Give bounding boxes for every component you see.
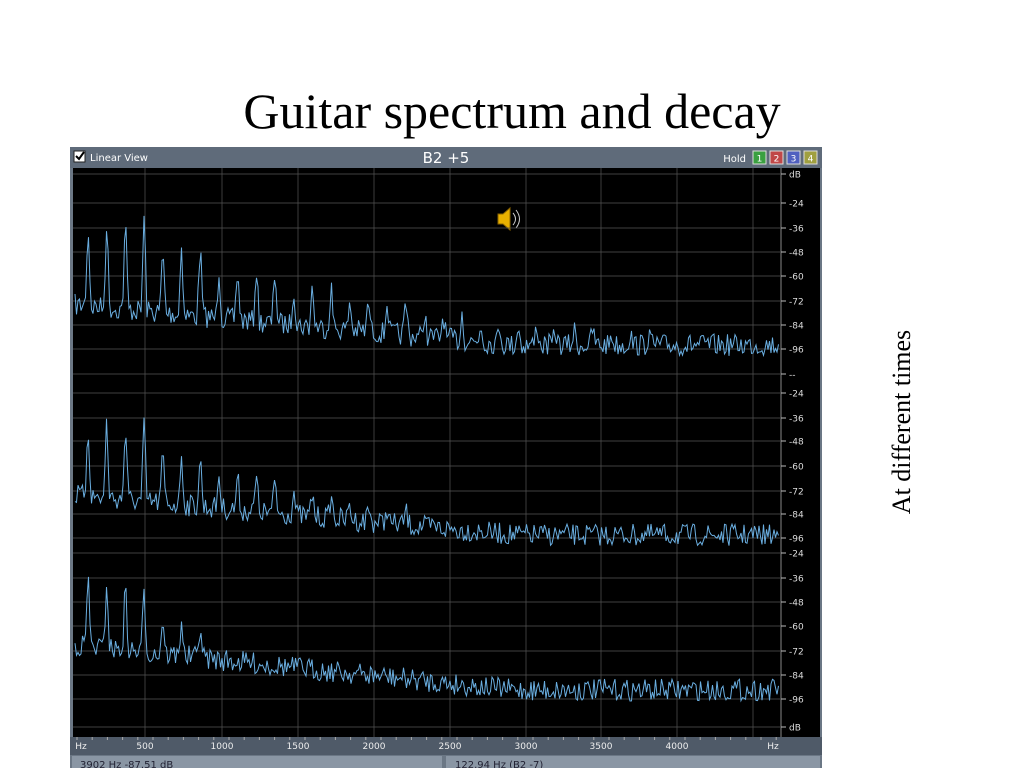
db-label: -84 (789, 511, 804, 521)
freq-label: 4000 (666, 742, 689, 752)
db-label: -36 (789, 225, 804, 235)
hold-button-label: 1 (757, 155, 763, 165)
status-right (446, 756, 820, 768)
db-label: -48 (789, 438, 804, 448)
db-label: -36 (789, 415, 804, 425)
freq-label: 500 (136, 742, 153, 752)
title-bar (70, 147, 822, 168)
freq-label: 3500 (590, 742, 613, 752)
speaker-icon[interactable] (497, 206, 520, 232)
hold-button-label: 2 (774, 155, 780, 165)
status-left (72, 756, 442, 768)
db-label: -84 (789, 322, 804, 332)
note-display: B2 +5 (423, 149, 470, 167)
db-label: -72 (789, 488, 804, 498)
freq-label: 1500 (287, 742, 310, 752)
db-label: -48 (789, 599, 804, 609)
db-label: -72 (789, 298, 804, 308)
db-label: -60 (789, 463, 804, 473)
db-label: -96 (789, 346, 804, 356)
hold-button-label: 4 (808, 155, 814, 165)
spectrum-trace (74, 576, 779, 703)
hold-label: Hold (723, 154, 746, 165)
status-text: 122.94 Hz (B2 -7) (455, 760, 543, 768)
db-label: -36 (789, 575, 804, 585)
db-label: -24 (789, 200, 804, 210)
db-label: -60 (789, 623, 804, 633)
db-label: -96 (789, 696, 804, 706)
hold-button[interactable] (769, 150, 784, 165)
hold-button[interactable] (803, 150, 818, 165)
db-label: dB (789, 171, 801, 181)
hold-button[interactable] (752, 150, 767, 165)
db-label: -96 (789, 535, 804, 545)
freq-label: Hz (767, 742, 779, 752)
db-label: -- (789, 371, 796, 381)
spectrum-trace (74, 417, 779, 547)
checkbox-label: Linear View (90, 153, 148, 164)
plot-area (73, 168, 780, 737)
db-label: dB (789, 724, 801, 734)
db-label: -60 (789, 273, 804, 283)
scale-column (780, 168, 820, 737)
db-label: -24 (789, 550, 804, 560)
db-label: -48 (789, 249, 804, 259)
status-text: 3902 Hz -87.51 dB (80, 760, 173, 768)
spectrum-trace (74, 215, 779, 358)
analyzer-window: Linear View B2 +5 Hold (70, 147, 822, 768)
freq-label: Hz (75, 742, 87, 752)
db-label: -72 (789, 648, 804, 658)
db-label: -24 (789, 390, 804, 400)
freq-label: 3000 (515, 742, 538, 752)
checkbox[interactable] (73, 150, 86, 163)
x-axis-bar (70, 737, 822, 755)
hold-button-label: 3 (791, 155, 797, 165)
hold-button[interactable] (786, 150, 801, 165)
freq-label: 2500 (439, 742, 462, 752)
side-note: At different times (887, 330, 916, 514)
check-mark (75, 151, 85, 161)
slide-title: Guitar spectrum and decay (243, 83, 780, 139)
freq-label: 1000 (211, 742, 234, 752)
freq-label: 2000 (363, 742, 386, 752)
db-label: -84 (789, 672, 804, 682)
